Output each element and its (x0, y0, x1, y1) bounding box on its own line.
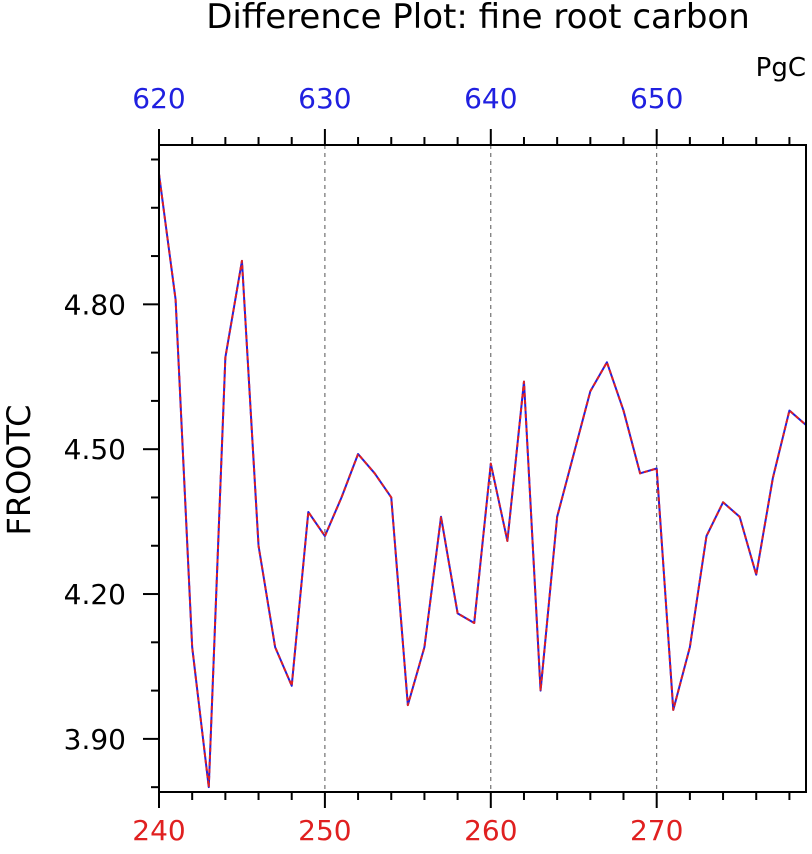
series-line-dashed (158, 173, 807, 789)
x-tick-label-bottom: 270 (630, 814, 683, 847)
x-tick-label-top: 620 (132, 82, 185, 115)
x-tick-label-bottom: 250 (298, 814, 351, 847)
axis-ticks (143, 129, 791, 808)
x-tick-label-bottom: 240 (132, 814, 185, 847)
y-tick-label: 4.50 (64, 433, 126, 466)
tick-labels: 240 250 260 270 620 630 640 650 3.90 4.20 4.50 4.80 (64, 82, 684, 847)
y-tick-label: 4.20 (64, 578, 126, 611)
x-tick-label-top: 630 (298, 82, 351, 115)
series-line-solid (158, 173, 807, 789)
units-label: PgC (756, 53, 806, 83)
x-tick-label-bottom: 260 (464, 814, 517, 847)
x-tick-label-top: 640 (464, 82, 517, 115)
plot-frame (158, 144, 807, 793)
y-tick-label: 4.80 (64, 288, 126, 321)
series-lines (158, 173, 807, 789)
y-axis-label: FROOTC (0, 404, 38, 535)
x-tick-label-top: 650 (630, 82, 683, 115)
chart-title: Difference Plot: fine root carbon (206, 0, 750, 37)
y-tick-label: 3.90 (64, 723, 126, 756)
